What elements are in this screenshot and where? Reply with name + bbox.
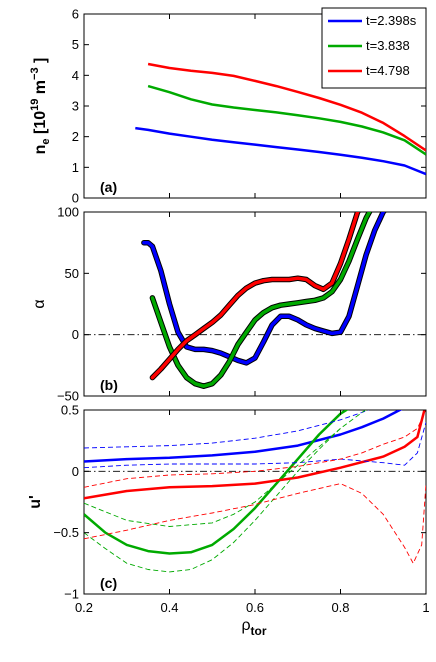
panel-b-ylabel: α — [31, 299, 48, 308]
panel-a-series-2-line — [147, 84, 426, 156]
panel-a-ytick-label: 5 — [72, 37, 79, 52]
panel-a-series-3-line — [147, 62, 426, 152]
panel-b-series-3-line — [150, 212, 360, 380]
panel-a-ylabel: ne [1019 m−3 ] — [29, 58, 52, 155]
panel-b-ytick-label: 100 — [57, 205, 79, 220]
panel-a-ytick-label: 3 — [72, 99, 79, 114]
panel-c-ytick-label: 0.5 — [61, 403, 79, 418]
panel-c-xtick-label: 1 — [422, 600, 429, 615]
panel-c-xtick-label: 0.4 — [160, 600, 178, 615]
panel-c-series-5-dashed-line — [84, 422, 426, 469]
panel-b-series-2-line — [150, 212, 372, 388]
panel-b: −50 0 50 100 (b) α — [31, 205, 427, 404]
legend-label-2: t=3.838 — [366, 38, 410, 53]
panel-c-label: (c) — [100, 575, 117, 591]
panel-c-series-6-dashed-line — [84, 428, 341, 527]
panel-c-ytick-label: −1 — [64, 587, 79, 602]
panel-c-xtick-label: 0.6 — [246, 600, 264, 615]
panel-c-xtick-label: 0.2 — [75, 600, 93, 615]
panel-b-frame — [83, 211, 427, 397]
panel-b-series-2-outline — [149, 212, 373, 389]
panel-c-ytick-label: 0 — [72, 464, 79, 479]
panel-c-xtick-label: 0.8 — [331, 600, 349, 615]
panel-a-ytick-label: 1 — [72, 160, 79, 175]
panel-c-series-7-dashed-line — [84, 410, 367, 573]
legend: t=2.398s t=3.838 t=4.798 — [321, 7, 427, 89]
panel-b-ytick-label: 0 — [72, 327, 79, 342]
legend-label-1: t=2.398s — [366, 13, 417, 28]
panel-a-ytick-label: 6 — [72, 7, 79, 22]
panel-c-series-9-dashed-line — [84, 483, 426, 564]
panel-c-series-2-line — [84, 410, 349, 555]
panel-c-series-4-dashed-line — [84, 410, 370, 449]
panel-b-ytick-label: 50 — [65, 266, 79, 281]
panel-b-ytick-label: −50 — [57, 389, 79, 404]
panel-a: 0 1 2 3 4 5 6 (a) ne [1019 m−3 ] t=2.398s t=3.… — [29, 7, 427, 206]
panel-c-series-3-line — [84, 410, 426, 500]
panel-c-ytick-label: −0.5 — [53, 525, 79, 540]
panel-a-series-1-line — [135, 126, 426, 176]
panel-b-series-1-line — [142, 212, 386, 365]
panel-a-ytick-label: 4 — [72, 68, 79, 83]
panel-a-ytick-label: 2 — [72, 129, 79, 144]
panel-a-ytick-label: 0 — [72, 191, 79, 206]
panel-c-series-1-line — [84, 410, 403, 463]
panel-c: −1 −0.5 0 0.5 0.2 0.4 0.6 0.8 1 (c) u' ρtor — [27, 403, 430, 639]
panel-c-series-8-dashed-line — [84, 410, 426, 488]
panel-c-xlabel: ρtor — [241, 617, 266, 638]
panel-c-ylabel: u' — [27, 495, 44, 509]
legend-label-3: t=4.798 — [366, 63, 410, 78]
panel-b-label: (b) — [100, 377, 118, 393]
panel-a-label: (a) — [100, 179, 117, 195]
